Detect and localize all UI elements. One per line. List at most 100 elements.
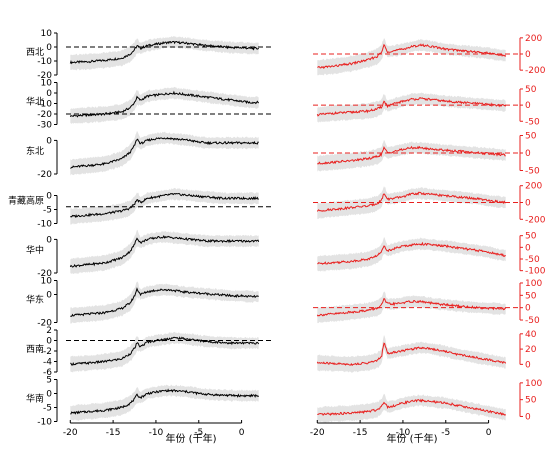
left-panel-4-uncertainty-band <box>70 187 259 225</box>
right-panel-1-y-tick-label: 0 <box>525 50 531 60</box>
left-panel-4-series-line <box>70 192 259 218</box>
left-panel-5: 0 -20 华中 <box>26 229 260 279</box>
left-x-tick-label: -20 <box>63 428 78 438</box>
right-panel-2-y-tick-label: 50 <box>525 85 537 95</box>
right-panel-7-uncertainty-band <box>317 335 506 373</box>
left-panel-6-series-line <box>70 287 259 317</box>
right-panel-7-y-tick-label: 40 <box>525 330 537 340</box>
left-panel-1-y-tick-label: 0 <box>46 43 52 53</box>
left-panel-6-y-tick-label: -20 <box>37 319 52 329</box>
left-panel-4-y-tick-label: -5 <box>43 206 52 216</box>
right-panel-6: 100 50 0 -50 <box>313 279 542 326</box>
right-panel-5-y-tick-label: 0 <box>525 243 531 253</box>
left-panel-1-uncertainty-band <box>70 36 259 71</box>
right-x-axis-label: 年份 (千年) <box>387 432 438 445</box>
left-panel-2-y-tick-label: -30 <box>37 121 52 131</box>
right-x-tick-label: -15 <box>353 428 368 438</box>
right-x-tick-label: -5 <box>441 428 450 438</box>
right-panel-5-series-line <box>317 241 506 265</box>
left-panel-1-y-tick-label: -10 <box>37 57 52 67</box>
right-panel-1-y-tick-label: -200 <box>525 66 546 76</box>
right-panel-3-series-line <box>317 145 506 165</box>
left-x-tick-label: -5 <box>194 428 203 438</box>
right-panel-2: 50 0 -50 <box>313 85 540 127</box>
left-panel-8-y-tick-label: 5 <box>46 376 52 386</box>
right-panel-7-y-tick-label: 0 <box>525 360 531 370</box>
left-panel-1-series-line <box>69 40 260 65</box>
left-x-axis-label: 年份 (千年) <box>166 432 217 445</box>
right-panel-3-y-tick-label: 50 <box>525 132 537 142</box>
right-panel-2-series-line <box>316 97 507 117</box>
right-panel-4: 200 0 -200 <box>313 182 546 225</box>
left-panel-8-series-line <box>70 388 260 415</box>
right-panel-4-series-line <box>316 191 506 212</box>
left-panel-2-series-line <box>69 90 260 118</box>
left-panel-4-y-tick-label: 0 <box>46 192 52 202</box>
panel-3-region-label: 东北 <box>26 145 44 157</box>
right-panel-4-y-tick-label: 200 <box>525 182 542 192</box>
left-panel-8: 5 0 -5 -10 华南 <box>26 376 260 428</box>
left-panel-8-y-tick-label: -10 <box>37 418 52 428</box>
right-panel-6-uncertainty-band <box>317 291 506 324</box>
right-panel-7: 40 20 0 <box>316 330 537 373</box>
right-panel-6-y-tick-label: 100 <box>525 279 542 289</box>
right-panel-4-y-tick-label: -200 <box>525 215 546 225</box>
right-panel-3-y-tick-label: -50 <box>525 167 540 177</box>
left-panel-2-uncertainty-band <box>70 86 259 125</box>
right-panel-2-uncertainty-band <box>317 92 506 123</box>
left-x-tick-label: -15 <box>106 428 121 438</box>
panel-7-region-label: 西南 <box>26 343 44 355</box>
left-panel-7-y-tick-label: 0 <box>46 337 52 347</box>
panel-8-region-label: 华南 <box>26 393 44 405</box>
right-panel-8-uncertainty-band <box>317 393 506 423</box>
left-panel-7-y-tick-label: 2 <box>46 326 52 336</box>
left-panel-3: 0 -20 东北 <box>26 130 259 180</box>
right-panel-7-series-line <box>316 342 507 367</box>
left-panel-6-y-tick-label: 10 <box>41 277 53 287</box>
right-panel-7-y-tick-label: 20 <box>525 345 537 355</box>
left-panel-4: 0 -5 -10 青藏高原 <box>8 187 271 230</box>
right-panel-5-y-tick-label: -50 <box>525 255 540 265</box>
left-panel-8-uncertainty-band <box>70 384 259 421</box>
left-panel-5-series-line <box>69 234 260 268</box>
right-panel-6-y-tick-label: 0 <box>525 304 531 314</box>
right-chart: 2000-200500-50500-502000-200500-50-10010… <box>310 34 546 438</box>
left-panel-7-y-tick-label: -2 <box>43 347 52 357</box>
left-panel-3-y-tick-label: 0 <box>46 136 52 146</box>
left-panel-6-y-tick-label: 0 <box>46 291 52 301</box>
left-panel-2-y-tick-label: -10 <box>37 100 52 110</box>
right-panel-8: 100 50 0 <box>317 379 542 423</box>
right-panel-3-uncertainty-band <box>317 139 506 172</box>
right-panel-5-y-tick-label: -100 <box>525 267 546 277</box>
right-panel-2-y-tick-label: 0 <box>525 101 531 111</box>
left-panel-3-uncertainty-band <box>70 130 259 176</box>
panel-1-region-label: 西北 <box>26 47 44 58</box>
right-panel-4-uncertainty-band <box>317 186 506 219</box>
right-panel-8-y-tick-label: 100 <box>525 379 542 389</box>
left-chart: 100-10-20西北100-10-20-30华北0-20东北0-5-10青藏高… <box>8 29 271 438</box>
panel-4-region-label: 青藏高原 <box>8 195 44 207</box>
right-panel-8-series-line <box>317 398 507 417</box>
right-panel-1-series-line <box>317 43 507 69</box>
left-x-tick-label: 0 <box>239 428 245 438</box>
left-panel-6-uncertainty-band <box>70 281 259 324</box>
right-panel-4-y-tick-label: 0 <box>525 199 531 209</box>
left-panel-5-y-tick-label: -20 <box>37 269 52 279</box>
right-panel-6-y-tick-label: 50 <box>525 291 537 301</box>
right-panel-5-y-tick-label: 50 <box>525 232 537 242</box>
left-panel-1: 10 0 -10 -20 西北 <box>26 29 271 81</box>
left-panel-2-y-tick-label: 0 <box>46 89 52 99</box>
right-panel-8-y-tick-label: 0 <box>525 412 531 422</box>
left-panel-8-y-tick-label: -5 <box>43 404 52 414</box>
right-panel-5: 500 -50 -100 <box>317 232 546 277</box>
right-x-tick-label: -20 <box>310 428 325 438</box>
right-panel-1: 200 0 -200 <box>313 34 546 76</box>
panel-2-region-label: 华北 <box>26 96 44 108</box>
left-panel-1-y-tick-label: 10 <box>41 29 53 39</box>
left-panel-7-y-tick-label: -6 <box>43 368 52 378</box>
left-panel-7: 20-2-4-6 西南 <box>26 326 271 378</box>
left-panel-2-y-tick-label: -20 <box>37 110 52 120</box>
left-panel-2: 100-10-20-30 华北 <box>26 79 271 131</box>
right-panel-1-y-tick-label: 200 <box>525 34 542 44</box>
